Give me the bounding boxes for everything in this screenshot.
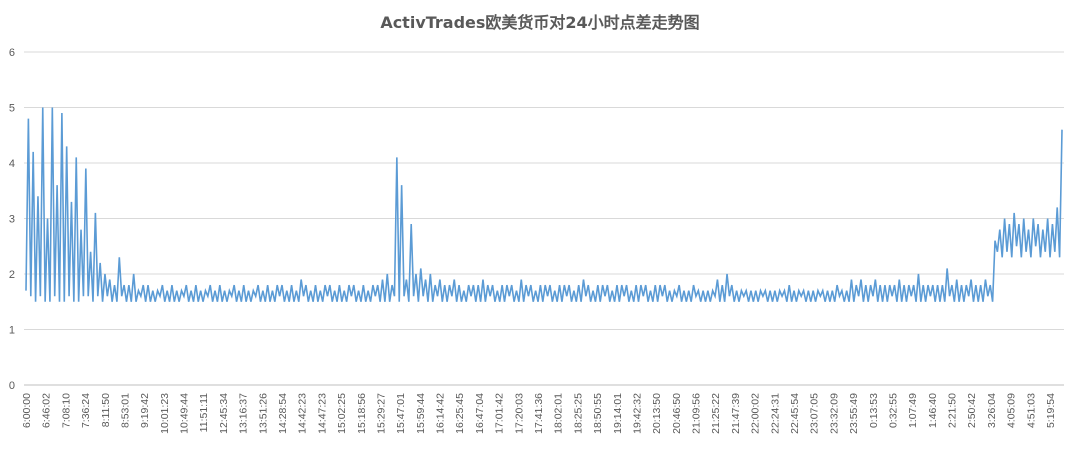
y-tick-label: 2 <box>9 269 15 281</box>
x-tick-label: 23:07:05 <box>809 393 821 434</box>
x-tick-label: 6:00:00 <box>21 393 33 428</box>
x-tick-label: 9:19:42 <box>139 393 151 428</box>
x-tick-label: 4:05:09 <box>1006 393 1018 428</box>
series-line <box>25 107 1063 302</box>
y-tick-label: 6 <box>9 47 15 59</box>
x-tick-label: 15:29:27 <box>375 393 387 434</box>
x-tick-label: 21:47:39 <box>730 393 742 434</box>
x-tick-label: 1:07:49 <box>907 393 919 428</box>
x-tick-label: 2:21:50 <box>947 393 959 428</box>
x-tick-label: 8:11:50 <box>100 393 112 427</box>
x-tick-label: 15:47:01 <box>395 393 407 434</box>
x-tick-label: 13:51:26 <box>257 393 269 434</box>
x-tick-label: 3:26:04 <box>986 393 998 428</box>
x-tick-label: 7:08:10 <box>60 393 72 428</box>
x-tick-label: 17:01:42 <box>494 393 506 434</box>
y-tick-label: 0 <box>9 380 15 392</box>
x-tick-label: 18:25:25 <box>572 393 584 434</box>
x-tick-label: 0:13:53 <box>868 393 880 428</box>
y-tick-label: 1 <box>9 325 15 337</box>
x-tick-label: 0:32:55 <box>887 393 899 428</box>
x-tick-label: 15:59:44 <box>415 393 427 434</box>
x-tick-label: 22:45:54 <box>789 393 801 434</box>
y-tick-label: 3 <box>9 214 15 226</box>
x-tick-label: 23:32:09 <box>828 393 840 434</box>
x-tick-label: 16:47:04 <box>474 393 486 434</box>
x-tick-label: 16:14:42 <box>435 393 447 434</box>
x-tick-label: 22:24:31 <box>769 393 781 434</box>
x-tick-label: 19:14:01 <box>612 393 624 434</box>
x-tick-label: 21:25:22 <box>710 393 722 434</box>
x-tick-label: 4:51:03 <box>1025 393 1037 428</box>
series-layer <box>25 107 1063 302</box>
x-tick-label: 15:02:25 <box>336 393 348 434</box>
x-tick-label: 7:36:24 <box>80 393 92 428</box>
x-tick-label: 14:42:23 <box>297 393 309 434</box>
x-tick-label: 22:00:02 <box>750 393 762 434</box>
x-tick-label: 23:55:49 <box>848 393 860 434</box>
x-tick-label: 8:53:01 <box>119 393 131 428</box>
y-tick-label: 4 <box>9 158 15 170</box>
x-tick-label: 12:45:34 <box>218 393 230 434</box>
x-tick-label: 20:13:50 <box>651 393 663 434</box>
x-tick-label: 19:42:32 <box>631 393 643 434</box>
y-axis-ticks: 0 1 2 3 4 5 6 <box>9 47 15 392</box>
x-tick-label: 18:50:55 <box>592 393 604 434</box>
x-tick-label: 6:46:02 <box>41 393 53 428</box>
x-tick-label: 14:47:23 <box>316 393 328 434</box>
x-axis-ticks: 6:00:00 6:46:02 7:08:10 7:36:24 8:11:50 8:53:… <box>21 393 1057 434</box>
x-tick-label: 17:41:36 <box>533 393 545 434</box>
y-tick-label: 5 <box>9 103 15 115</box>
chart-title: ActivTrades欧美货币对24小时点差走势图 <box>380 13 699 32</box>
x-tick-label: 10:01:23 <box>159 393 171 434</box>
x-tick-label: 13:16:37 <box>238 393 250 434</box>
x-tick-label: 11:51:11 <box>198 393 210 432</box>
x-tick-label: 21:09:56 <box>691 393 703 434</box>
gridlines <box>24 51 1064 386</box>
x-tick-label: 1:46:40 <box>927 393 939 428</box>
x-tick-label: 20:46:50 <box>671 393 683 434</box>
x-tick-label: 5:19:54 <box>1045 393 1057 428</box>
x-tick-label: 17:20:03 <box>513 393 525 434</box>
x-tick-label: 16:25:45 <box>454 393 466 434</box>
x-tick-label: 10:49:44 <box>179 393 191 434</box>
x-tick-label: 15:18:56 <box>356 393 368 434</box>
x-tick-label: 18:02:01 <box>553 393 565 434</box>
x-tick-label: 14:28:54 <box>277 393 289 434</box>
x-tick-label: 2:50:42 <box>966 393 978 428</box>
